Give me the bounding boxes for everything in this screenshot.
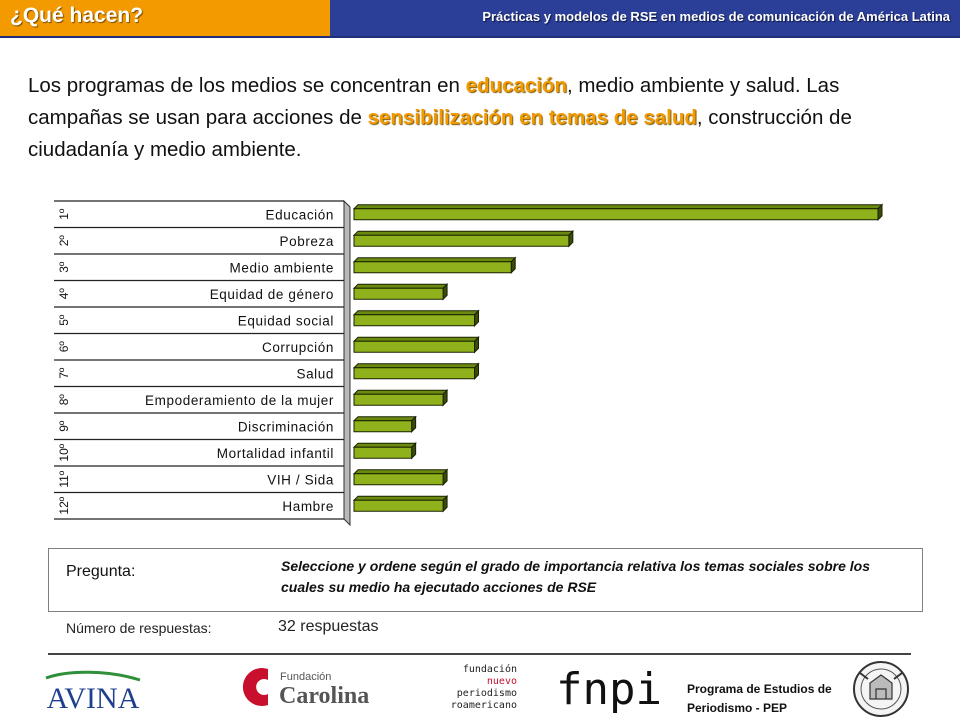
pep-seal-logo — [853, 661, 909, 717]
rank-label: 2º — [57, 235, 71, 247]
intro-text-2: , medio ambiente y salud. Las campañas s… — [28, 74, 840, 129]
header-subtitle: Prácticas y modelos de RSE en medios de … — [482, 9, 950, 24]
category-label: Equidad social — [238, 313, 334, 328]
intro-text-3: , construcción de ciudadanía y medio amb… — [28, 106, 852, 161]
pep-label: Programa de Estudios de Periodismo - PEP — [687, 680, 832, 718]
bar — [352, 203, 884, 221]
category-label: Corrupción — [262, 340, 334, 355]
rank-label: 6º — [57, 341, 71, 353]
bar — [352, 389, 449, 407]
footer-divider — [48, 653, 911, 655]
intro-highlight-1: educación — [465, 74, 567, 97]
bar — [352, 362, 480, 380]
bar — [352, 415, 417, 433]
bar-chart: 1º Educación 2º Pobreza 3º Medio ambiente 4º Eq… — [54, 199, 884, 527]
bar — [352, 336, 480, 354]
section-title: ¿Qué hacen? — [10, 4, 144, 27]
category-label: Discriminación — [238, 419, 334, 434]
fnpi-wordmark: fnpi — [556, 664, 662, 715]
avina-text: AVINA — [47, 682, 140, 714]
fnpi-line-3: periodismo — [457, 688, 517, 699]
pep-line-1: Programa de Estudios de — [687, 682, 832, 696]
rank-label: 8º — [57, 394, 71, 406]
rank-label: 3º — [57, 261, 71, 273]
rank-label: 10º — [57, 443, 71, 461]
rank-label: 12º — [57, 496, 71, 514]
pep-line-2: Periodismo - PEP — [687, 701, 788, 715]
intro-highlight-2: sensibilización en temas de salud — [367, 106, 697, 129]
carolina-big: Carolina — [279, 683, 369, 709]
carolina-small: Fundación — [280, 671, 331, 683]
question-text: Seleccione y ordene según el grado de im… — [281, 558, 871, 595]
category-label: Hambre — [282, 499, 334, 514]
chart-bars — [352, 203, 884, 513]
bar — [352, 283, 449, 301]
responses-label: Número de respuestas: — [66, 620, 212, 636]
category-label: Empoderamiento de la mujer — [145, 393, 334, 408]
rank-label: 4º — [57, 288, 71, 300]
bar — [352, 495, 449, 513]
fnpi-line-2: nuevo — [487, 676, 517, 687]
bar — [352, 256, 517, 274]
category-label: Educación — [266, 207, 334, 222]
section-tab: ¿Qué hacen? — [0, 0, 330, 38]
chart-wall — [343, 199, 351, 527]
chart-rows: 1º Educación 2º Pobreza 3º Medio ambiente 4º Eq… — [54, 199, 351, 527]
bar — [352, 230, 575, 248]
rank-label: 9º — [57, 420, 71, 432]
category-label: Equidad de género — [210, 287, 334, 302]
rank-label: 1º — [57, 208, 71, 220]
bar — [352, 442, 417, 460]
bar — [352, 468, 449, 486]
bar — [352, 309, 480, 327]
intro-text-1: Los programas de los medios se concentra… — [28, 74, 466, 97]
category-label: Salud — [296, 366, 334, 381]
responses-value: 32 respuestas — [278, 618, 379, 635]
rank-label: 7º — [57, 367, 71, 379]
fnpi-logo: fundación nuevo periodismo iberoamerican… — [452, 663, 662, 715]
category-label: VIH / Sida — [267, 472, 334, 487]
rank-label: 11º — [57, 470, 71, 487]
fnpi-line-1: fundación — [463, 663, 517, 675]
intro-paragraph: Los programas de los medios se concentra… — [28, 70, 928, 166]
category-label: Medio ambiente — [230, 260, 334, 275]
category-label: Pobreza — [280, 234, 334, 249]
rank-label: 5º — [57, 314, 71, 326]
carolina-logo: Fundación Carolina — [242, 668, 369, 709]
avina-logo: AVINA — [45, 670, 141, 714]
category-label: Mortalidad infantil — [217, 446, 334, 461]
header-band: Prácticas y modelos de RSE en medios de … — [330, 0, 960, 38]
fnpi-line-4: iberoamericano — [452, 700, 517, 711]
question-box: Pregunta: Seleccione y ordene según el g… — [48, 548, 923, 612]
question-label: Pregunta: — [66, 563, 136, 580]
